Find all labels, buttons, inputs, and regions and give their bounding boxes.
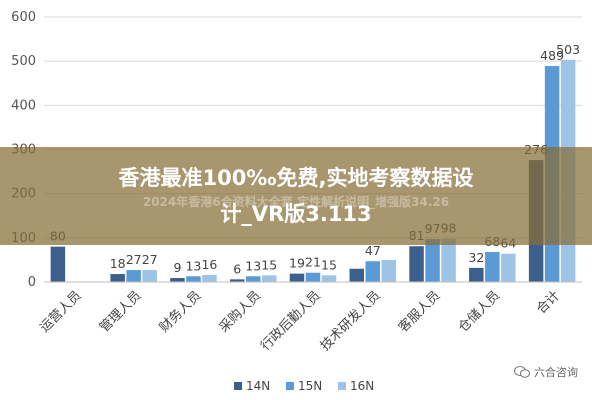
legend: 14N 15N 16N [234,379,374,393]
legend-label: 15N [298,379,322,393]
data-label: 21 [305,255,321,270]
data-label: 15 [321,257,337,272]
overlay-banner: 2024年香港6合资料大全套,定性解析说明_增强版34.26 香港最准100‰免… [0,147,592,245]
bar [349,268,365,282]
bar [289,273,305,282]
data-label: 16 [201,257,217,272]
data-label: 27 [126,252,142,267]
bar [425,239,440,282]
banner-title: 香港最准100‰免费,实地考察数据设 计_VR版3.113 [0,163,592,229]
banner-subtitle: 2024年香港6合资料大全套,定性解析说明_增强版34.26 [142,195,450,209]
bar [245,276,261,282]
bar [261,275,277,282]
category-label: 仓储人员 [456,288,503,335]
data-label: 6 [233,261,241,276]
bar [305,272,321,282]
bar [409,246,424,282]
bar [469,267,484,282]
y-tick-label: 0 [28,275,36,290]
data-label: 18 [110,256,126,271]
data-label: 19 [289,256,305,271]
bar [110,274,125,282]
data-label: 503 [556,42,580,57]
legend-swatch [234,382,242,390]
bar [229,279,245,282]
bar [501,253,516,282]
bar [186,276,201,282]
y-tick-label: 400 [11,98,36,113]
data-label: 9 [173,260,181,275]
data-label: 489 [540,48,564,63]
bar [202,274,217,282]
category-label: 客服人员 [395,288,443,336]
category-label: 采购人员 [216,288,264,336]
y-tick-label: 500 [11,54,36,69]
data-label: 27 [142,252,158,267]
data-label: 47 [365,243,381,258]
legend-swatch [286,382,294,390]
data-label: 13 [185,258,201,273]
bar [365,261,381,282]
bar [485,251,500,282]
legend-label: 14N [246,379,270,393]
category-label: 行政后勤人员 [258,288,324,354]
bar [381,259,397,282]
data-label: 15 [261,257,277,272]
bar [321,275,337,282]
bar [50,246,66,282]
data-label: 13 [245,258,261,273]
banner-title-line2: 计_VR版3.113 [220,202,372,226]
bar [126,270,141,282]
category-label: 管理人员 [97,288,144,335]
category-label: 运营人员 [37,288,84,335]
bar [142,270,157,282]
data-label: 32 [468,250,484,265]
legend-label: 16N [350,379,374,393]
wechat-icon [514,366,530,378]
y-tick-label: 600 [11,10,36,25]
category-label: 财务人员 [156,288,204,336]
legend-swatch [338,382,346,390]
watermark: 六合咨询 [514,364,578,380]
bar [170,278,185,282]
banner-title-line1: 香港最准100‰免费,实地考察数据设 [118,166,474,190]
category-label: 合计 [534,288,563,317]
category-label: 技术研发人员 [317,288,383,354]
bar [441,238,456,282]
watermark-text: 六合咨询 [534,366,578,379]
